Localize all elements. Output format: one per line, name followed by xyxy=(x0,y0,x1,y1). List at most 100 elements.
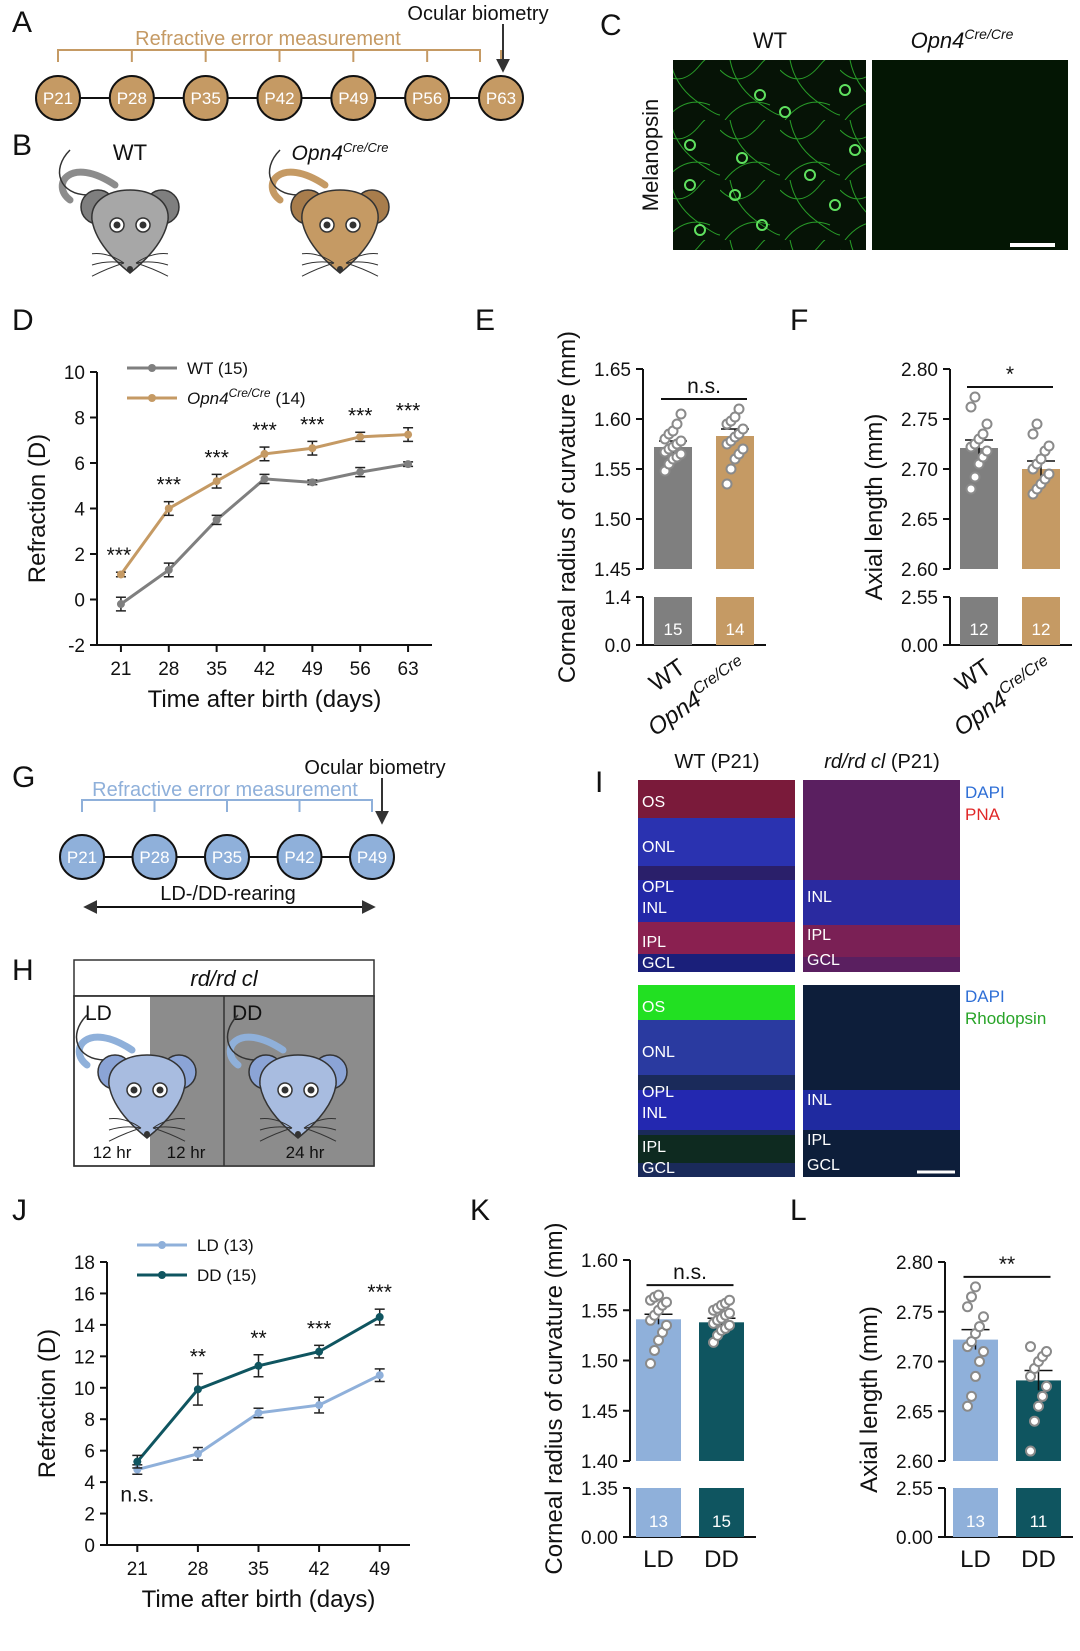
data-point xyxy=(1025,1341,1036,1353)
whisker xyxy=(91,253,125,264)
bar-lower xyxy=(636,1488,681,1537)
dd-mouse-icon xyxy=(226,1014,348,1142)
panel-label-b: B xyxy=(12,129,32,162)
legend-series-name: DD xyxy=(197,1266,222,1285)
whisker xyxy=(259,1126,293,1131)
timeline-node-label: P21 xyxy=(43,89,73,108)
timeline-node-label: P35 xyxy=(212,848,242,867)
mouse-head xyxy=(301,189,379,274)
significance-label: n.s. xyxy=(673,1261,707,1284)
bar-lower xyxy=(716,597,754,645)
category-sup: Cre/Cre xyxy=(996,652,1052,698)
y-tick-label: 1.55 xyxy=(594,460,631,481)
whisker xyxy=(152,1127,186,1142)
y-tick-label: 1.50 xyxy=(581,1352,618,1373)
tail xyxy=(58,168,119,204)
rearing-box-border xyxy=(73,995,375,1167)
data-point xyxy=(661,1296,672,1308)
data-point xyxy=(675,435,687,447)
data-point xyxy=(133,1457,142,1466)
data-point xyxy=(969,391,981,403)
data-point xyxy=(737,443,749,455)
y-tick-label: 1.50 xyxy=(594,510,631,531)
timeline-node-label: P63 xyxy=(486,89,516,108)
ld-mouse-icon xyxy=(75,1014,197,1142)
timeline-node-label: P56 xyxy=(412,89,442,108)
significance-label: *** xyxy=(396,400,421,423)
bar-n-label: 12 xyxy=(1032,620,1051,639)
data-point xyxy=(1033,1400,1044,1412)
whisker xyxy=(303,1118,337,1129)
data-point xyxy=(308,478,317,487)
significance-label: *** xyxy=(157,474,182,497)
data-point xyxy=(260,474,269,483)
data-point xyxy=(404,430,413,439)
timeline-node-label: P42 xyxy=(264,89,294,108)
panel-label-l: L xyxy=(790,1194,807,1227)
significance-label: *** xyxy=(252,419,277,442)
timeline-node xyxy=(404,75,451,121)
retina-layer-label: INL xyxy=(807,1092,832,1109)
biometry-label-g: Ocular biometry xyxy=(304,757,445,779)
tail-outline xyxy=(75,1014,106,1061)
data-point xyxy=(978,1346,989,1358)
timeline-node xyxy=(131,834,178,880)
data-point xyxy=(966,1291,977,1303)
x-tick-label: 21 xyxy=(127,1559,148,1580)
legend-series-n: (15) xyxy=(213,359,248,378)
data-point xyxy=(308,444,317,453)
timeline-node-label: P28 xyxy=(139,848,169,867)
whisker xyxy=(108,1118,142,1129)
panel-label-h: H xyxy=(12,954,34,987)
data-point xyxy=(1027,428,1039,440)
nose xyxy=(127,266,133,272)
whisker xyxy=(259,1127,293,1142)
y-tick-label: 2.60 xyxy=(896,1452,933,1473)
retina-inl-layer xyxy=(638,1090,795,1130)
legend-marker xyxy=(158,1241,166,1249)
col-label-opn4: Opn4Cre/Cre xyxy=(911,26,1014,53)
retina-onl-layer xyxy=(638,1020,795,1075)
y-tick-label: 1.55 xyxy=(581,1301,618,1322)
legend-pna: PNA xyxy=(965,805,1001,824)
x-axis-title: Time after birth (days) xyxy=(142,1586,376,1613)
legend-series-name: WT xyxy=(187,359,213,378)
y-tick-label: 4 xyxy=(74,500,85,521)
tail xyxy=(268,168,329,204)
data-point xyxy=(974,1356,985,1367)
legend-dapi-top: DAPI xyxy=(965,783,1005,802)
whisker xyxy=(345,262,379,277)
melanopsin-fibers xyxy=(673,60,866,250)
x-tick-label: 56 xyxy=(350,659,371,680)
timeline-node-label: P49 xyxy=(338,89,368,108)
retina-layer-label: OPL xyxy=(642,879,674,896)
y-tick-label: 1.60 xyxy=(594,410,631,431)
data-point xyxy=(974,1321,985,1333)
data-point xyxy=(375,1371,384,1380)
bar-n-label: 15 xyxy=(712,1512,731,1531)
panel-label-a: A xyxy=(12,6,32,39)
significance-label: ** xyxy=(190,1346,206,1369)
data-point xyxy=(1043,440,1055,452)
timeline-node xyxy=(276,834,323,880)
tail-outline xyxy=(58,149,89,196)
melanopsin-cell xyxy=(804,169,816,181)
legend-marker xyxy=(158,1271,166,1279)
col-label-wt-p21: WT (P21) xyxy=(674,751,759,773)
x-tick-label: 49 xyxy=(369,1559,390,1580)
legend-marker xyxy=(148,394,156,402)
x-category-label: LD xyxy=(643,1546,674,1573)
melanopsin-cell xyxy=(829,199,841,211)
panel-label-i: I xyxy=(595,766,603,799)
y-tick-label: 1.65 xyxy=(594,360,631,381)
x-tick-label: 49 xyxy=(302,659,323,680)
data-point xyxy=(724,1319,735,1331)
rearing-title: rd/rd cl xyxy=(190,966,258,991)
y-tick-label: 2.80 xyxy=(901,360,938,381)
data-point xyxy=(164,504,173,513)
retina-layer-label: OPL xyxy=(642,1084,674,1101)
whisker xyxy=(135,262,169,277)
data-point xyxy=(193,1449,202,1458)
whisker xyxy=(91,262,125,277)
